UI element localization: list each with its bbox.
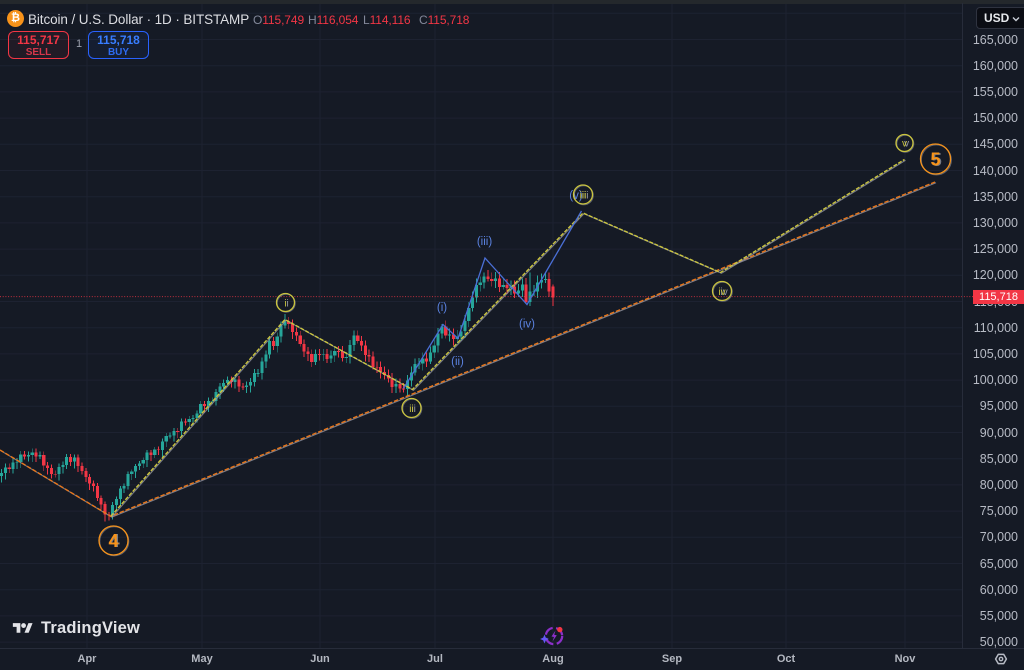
- svg-text:v: v: [904, 139, 909, 150]
- svg-text:5: 5: [930, 150, 940, 170]
- svg-text:(iv): (iv): [519, 319, 535, 331]
- svg-text:(iii): (iii): [477, 236, 492, 248]
- svg-text:(v): (v): [569, 190, 583, 202]
- svg-text:(i): (i): [437, 302, 447, 314]
- svg-text:ii: ii: [411, 404, 415, 415]
- svg-text:iv: iv: [718, 287, 725, 298]
- svg-text:4: 4: [110, 531, 120, 551]
- svg-text:i: i: [284, 299, 286, 310]
- svg-text:ii: ii: [409, 404, 413, 415]
- svg-text:v: v: [902, 139, 907, 150]
- svg-text:iii: iii: [580, 191, 587, 202]
- svg-text:iv: iv: [720, 287, 727, 298]
- svg-text:i: i: [286, 299, 288, 310]
- svg-text:4: 4: [108, 531, 118, 551]
- svg-text:(ii): (ii): [451, 356, 464, 368]
- svg-text:5: 5: [932, 150, 942, 170]
- svg-text:iii: iii: [582, 191, 589, 202]
